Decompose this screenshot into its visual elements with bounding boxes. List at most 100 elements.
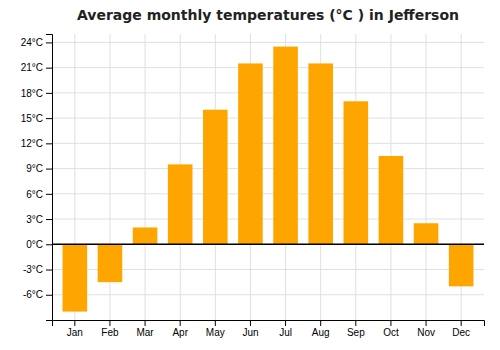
y-tick-mark — [46, 244, 52, 245]
bar — [414, 223, 439, 244]
bar — [449, 244, 474, 286]
grid — [52, 34, 484, 320]
y-tick-mark — [46, 219, 52, 220]
bar — [344, 101, 369, 244]
x-tick: Jun — [242, 320, 258, 338]
y-grid-line — [52, 67, 484, 68]
y-tick: 3°C — [26, 214, 52, 225]
x-tick-mark — [355, 320, 356, 326]
x-axis-line — [53, 321, 485, 327]
y-grid-line — [52, 143, 484, 144]
x-tick-mark — [145, 320, 146, 326]
y-tick: 21°C — [21, 62, 52, 73]
y-tick: 24°C — [21, 37, 52, 48]
x-tick: Apr — [172, 320, 188, 338]
y-grid-line — [52, 244, 484, 245]
y-tick: 0°C — [26, 239, 52, 250]
y-grid-line — [52, 118, 484, 119]
x-tick-mark — [320, 320, 321, 326]
title: Average monthly temperatures (°C ) in Je… — [77, 7, 459, 23]
y-tick-label: 24°C — [21, 37, 43, 48]
x-tick: Dec — [452, 320, 470, 338]
bar — [238, 63, 263, 244]
y-tick-mark — [46, 270, 52, 271]
bar — [308, 63, 333, 244]
chart-svg: -6°C -3°C 0°C 3°C 6°C 9°C 12°C 15°C 18°C 21°C 24°C… — [0, 0, 500, 350]
y-axis: -6°C -3°C 0°C 3°C 6°C 9°C 12°C 15°C 18°C 21°C 24°C — [21, 35, 53, 321]
y-tick-label: 3°C — [26, 214, 43, 225]
y-tick-label: 21°C — [21, 62, 43, 73]
x-tick: Jul — [279, 320, 292, 338]
bars — [52, 47, 484, 312]
bar — [379, 156, 404, 244]
bar — [168, 164, 193, 244]
x-tick-mark — [74, 320, 75, 326]
x-tick-mark — [109, 320, 110, 326]
bar — [133, 227, 158, 244]
x-tick-label: Sep — [347, 327, 365, 338]
y-grid-line — [52, 92, 484, 93]
y-tick-label: 6°C — [26, 189, 43, 200]
x-tick-mark — [426, 320, 427, 326]
x-tick: Nov — [417, 320, 435, 338]
y-tick-label: -6°C — [23, 289, 43, 300]
x-tick-label: Mar — [136, 327, 154, 338]
x-tick-mark — [250, 320, 251, 326]
y-tick-label: 12°C — [21, 138, 43, 149]
y-tick: 9°C — [26, 163, 52, 174]
plot-area: -6°C -3°C 0°C 3°C 6°C 9°C 12°C 15°C 18°C 21°C 24°C… — [21, 34, 485, 338]
bar — [203, 110, 228, 245]
x-tick-label: Aug — [312, 327, 330, 338]
x-tick: Mar — [136, 320, 154, 338]
y-axis-line — [46, 35, 53, 321]
y-tick-label: 9°C — [26, 163, 43, 174]
x-axis: Jan Feb Mar Apr May Jun Jul Aug Sep Oct Nov Dec — [53, 320, 485, 338]
x-tick: Jan — [67, 320, 83, 338]
y-grid-line — [52, 193, 484, 194]
x-tick-label: Oct — [383, 327, 399, 338]
x-tick-label: Feb — [101, 327, 119, 338]
zero-line — [52, 244, 484, 246]
x-tick: May — [206, 320, 225, 338]
y-tick-mark — [46, 118, 52, 119]
x-tick: Sep — [347, 320, 365, 338]
y-tick: -6°C — [23, 289, 52, 300]
y-grid-line — [52, 168, 484, 169]
y-tick-label: 0°C — [26, 239, 43, 250]
y-tick-label: 15°C — [21, 113, 43, 124]
y-tick-mark — [46, 68, 52, 69]
x-tick: Oct — [383, 320, 399, 338]
y-grid-line — [52, 219, 484, 220]
y-tick-label: 18°C — [21, 88, 43, 99]
x-tick-label: Nov — [417, 327, 435, 338]
y-tick-mark — [46, 143, 52, 144]
x-tick-label: Apr — [172, 327, 188, 338]
x-tick-label: May — [206, 327, 225, 338]
y-grid-line — [52, 42, 484, 43]
chart-container: -6°C -3°C 0°C 3°C 6°C 9°C 12°C 15°C 18°C 21°C 24°C… — [0, 0, 500, 350]
y-tick-mark — [46, 42, 52, 43]
y-tick: 18°C — [21, 88, 52, 99]
y-tick-mark — [46, 169, 52, 170]
y-tick-mark — [46, 295, 52, 296]
y-tick-mark — [46, 194, 52, 195]
y-grid-line — [52, 294, 484, 295]
x-tick-label: Jul — [279, 327, 292, 338]
x-tick-mark — [180, 320, 181, 326]
bar — [63, 244, 88, 311]
x-tick-label: Jan — [67, 327, 83, 338]
x-tick-mark — [461, 320, 462, 326]
x-tick-mark — [390, 320, 391, 326]
x-tick-label: Jun — [242, 327, 258, 338]
y-tick-label: -3°C — [23, 264, 43, 275]
x-tick-mark — [215, 320, 216, 326]
x-grid-line — [145, 34, 146, 320]
x-tick: Aug — [312, 320, 330, 338]
y-tick-mark — [46, 93, 52, 94]
y-tick: 15°C — [21, 113, 52, 124]
bar — [98, 244, 123, 282]
y-tick: -3°C — [23, 264, 52, 275]
bar — [273, 47, 298, 245]
y-tick: 12°C — [21, 138, 52, 149]
x-grid-line — [426, 34, 427, 320]
